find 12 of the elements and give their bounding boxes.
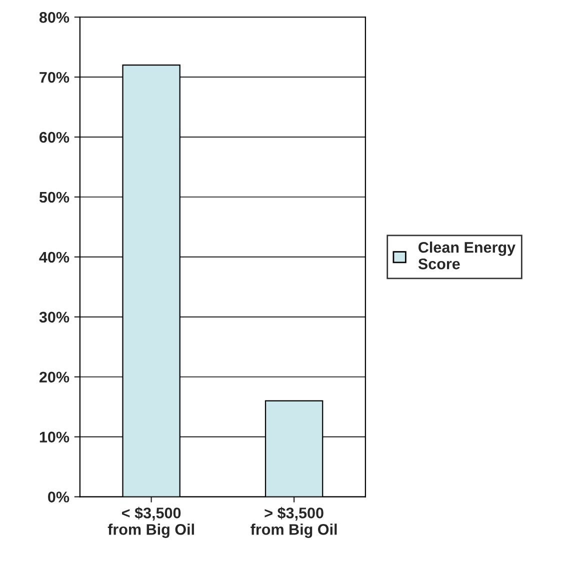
y-tick-label: 0% <box>48 492 70 502</box>
y-tick-label: 70% <box>40 72 70 83</box>
y-tick-label: 30% <box>39 312 70 323</box>
x-tick-label: > $3,500 from Big Oil <box>250 506 337 538</box>
y-tick-label: 80% <box>39 12 70 23</box>
y-tick-label: 50% <box>39 192 70 203</box>
y-tick-label: 20% <box>39 372 70 383</box>
y-tick-label: 40% <box>39 252 70 263</box>
legend-label: Clean Energy Score <box>418 242 516 270</box>
y-tick-label: 10% <box>40 432 70 442</box>
y-tick-label: 60% <box>40 132 70 143</box>
x-tick-label: < $3,500 from Big Oil <box>108 506 194 538</box>
